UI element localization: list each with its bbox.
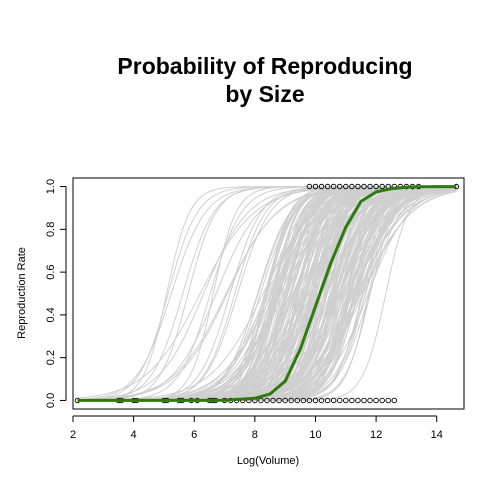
y-tick-label: 0.2 <box>45 350 57 365</box>
y-tick-label: 1.0 <box>45 179 57 194</box>
data-point <box>331 398 336 403</box>
data-point <box>350 398 355 403</box>
y-axis: 0.0 0.2 0.4 0.6 0.8 1.0 <box>45 179 66 408</box>
data-point <box>343 398 348 403</box>
data-point <box>319 398 324 403</box>
x-axis: 2 4 6 8 10 12 14 <box>70 416 443 441</box>
x-tick-label: 4 <box>131 429 137 441</box>
data-point <box>392 398 397 403</box>
x-tick-label: 6 <box>191 429 197 441</box>
y-tick-label: 0.4 <box>45 307 57 322</box>
bootstrap-curves <box>78 187 457 401</box>
x-axis-title: Log(Volume) <box>237 455 299 467</box>
y-axis-title: Reproduction Rate <box>16 247 28 339</box>
x-tick-label: 2 <box>70 429 76 441</box>
data-point <box>374 398 379 403</box>
x-tick-label: 8 <box>252 429 258 441</box>
x-tick-label: 12 <box>370 429 382 441</box>
data-point <box>337 398 342 403</box>
y-tick-label: 0.6 <box>45 264 57 279</box>
data-point <box>380 398 385 403</box>
data-point <box>362 398 367 403</box>
data-point <box>386 398 391 403</box>
data-point <box>368 398 373 403</box>
x-tick-label: 14 <box>431 429 443 441</box>
x-tick-label: 10 <box>309 429 321 441</box>
data-point <box>356 398 361 403</box>
y-tick-label: 0.0 <box>45 393 57 408</box>
y-tick-label: 0.8 <box>45 222 57 237</box>
